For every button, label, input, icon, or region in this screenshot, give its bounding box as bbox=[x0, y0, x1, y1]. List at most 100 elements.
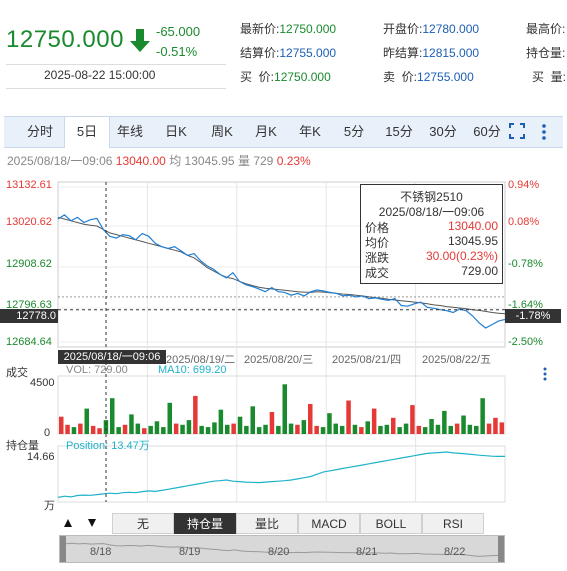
settle-price-value: 12755.000 bbox=[279, 46, 337, 60]
volume-bar bbox=[110, 398, 115, 434]
volume-bar bbox=[90, 425, 96, 434]
volume-bar bbox=[154, 421, 160, 434]
volume-bar bbox=[288, 423, 294, 434]
tab-5day[interactable]: 5日 bbox=[64, 117, 110, 148]
tab-daily-k[interactable]: 日K bbox=[165, 124, 187, 139]
pct-tick-1: 0.08% bbox=[508, 216, 540, 228]
tooltip-title: 不锈钢2510 bbox=[400, 190, 463, 204]
volume-bar bbox=[167, 402, 172, 434]
tab-monthly-k[interactable]: 月K bbox=[255, 124, 277, 139]
volume-bar bbox=[493, 417, 498, 434]
y-tick-0: 13132.61 bbox=[6, 179, 52, 191]
volume-panel-frame bbox=[57, 375, 506, 435]
settle-price-field: 结算价:12755.000 bbox=[240, 44, 336, 61]
volume-bar bbox=[295, 424, 300, 434]
nav-date-0820: 8/20 bbox=[268, 546, 290, 558]
prev-settle-label: 昨结算: bbox=[383, 46, 423, 60]
volume-bar bbox=[256, 427, 262, 434]
nav-date-0819: 8/19 bbox=[179, 546, 201, 558]
volume-panel-title: 成交 bbox=[6, 367, 28, 379]
volume-more-icon[interactable] bbox=[541, 366, 549, 382]
oi-panel-frame bbox=[57, 445, 506, 503]
latest-price-value: 12750.000 bbox=[279, 22, 337, 36]
indicator-tab-boll[interactable]: BOLL bbox=[360, 513, 422, 534]
volume-bar bbox=[97, 428, 102, 434]
tooltip-key: 成交 bbox=[365, 266, 390, 280]
navigator-right-handle[interactable] bbox=[498, 536, 504, 562]
volume-bar bbox=[71, 427, 77, 434]
fullscreen-icon[interactable] bbox=[509, 123, 525, 139]
last-price: 12750.000 bbox=[6, 26, 124, 53]
info-price: 13040.00 bbox=[115, 154, 166, 168]
info-avg: 13045.95 bbox=[184, 154, 235, 168]
tooltip-value: 729.00 bbox=[461, 264, 498, 278]
indicator-tab-position[interactable]: 持仓量 bbox=[174, 513, 236, 534]
volume-ymin: 0 bbox=[44, 427, 51, 439]
price-line bbox=[57, 214, 506, 329]
volume-bar bbox=[467, 424, 473, 434]
indicator-tab-rsi[interactable]: RSI bbox=[422, 513, 484, 534]
volume-bar bbox=[410, 405, 415, 434]
volume-bar bbox=[237, 416, 243, 434]
divider bbox=[6, 88, 226, 89]
volume-bar bbox=[339, 425, 345, 434]
tab-15min[interactable]: 15分 bbox=[385, 124, 413, 139]
volume-bar bbox=[448, 425, 453, 434]
more-vertical-icon[interactable] bbox=[540, 123, 548, 141]
info-avg-label: 均 bbox=[169, 154, 182, 168]
volume-bar bbox=[499, 422, 505, 434]
day-label-0819: 2025/08/19/二 bbox=[166, 354, 236, 366]
volume-bar bbox=[461, 415, 466, 434]
scroll-down-icon[interactable] bbox=[87, 518, 97, 528]
open-price-label: 开盘价: bbox=[383, 22, 423, 36]
settle-price-label: 结算价: bbox=[240, 46, 280, 60]
volume-bar bbox=[193, 395, 198, 434]
volume-bar bbox=[122, 424, 128, 434]
price-change: -65.000 bbox=[156, 24, 201, 39]
volume-bar bbox=[365, 421, 370, 434]
volume-bar bbox=[135, 423, 141, 434]
volume-bar bbox=[397, 427, 402, 434]
volume-bar bbox=[320, 427, 326, 434]
tab-weekly-k[interactable]: 周K bbox=[211, 124, 233, 139]
tab-fenshi[interactable]: 分时 bbox=[26, 124, 53, 139]
indicator-tab-volume-ratio[interactable]: 量比 bbox=[236, 513, 298, 534]
tab-30min[interactable]: 30分 bbox=[429, 124, 457, 139]
nav-date-0818: 8/18 bbox=[90, 546, 112, 558]
high-price-field: 最高价: bbox=[526, 20, 565, 37]
buy-volume-label: 买 量: bbox=[532, 70, 567, 84]
down-arrow-icon bbox=[130, 29, 150, 52]
bid-price-field: 买 价:12750.000 bbox=[240, 68, 331, 85]
price-chart[interactable] bbox=[0, 172, 567, 512]
tab-60min[interactable]: 60分 bbox=[473, 124, 501, 139]
volume-bar bbox=[65, 424, 70, 434]
indicator-tab-none[interactable]: 无 bbox=[112, 513, 174, 534]
tab-yearly-k[interactable]: 年K bbox=[299, 124, 321, 139]
range-navigator[interactable]: 8/18 8/19 8/20 8/21 8/22 bbox=[59, 535, 505, 563]
volume-bar bbox=[378, 425, 383, 434]
tab-5min[interactable]: 5分 bbox=[343, 124, 365, 139]
volume-bar bbox=[250, 406, 255, 434]
volume-bar bbox=[161, 427, 166, 434]
scroll-up-icon[interactable] bbox=[63, 518, 73, 528]
tab-yearline[interactable]: 年线 bbox=[116, 124, 143, 139]
day-label-0821: 2025/08/21/四 bbox=[332, 354, 402, 366]
indicator-tab-macd[interactable]: MACD bbox=[298, 513, 360, 534]
volume-bar bbox=[148, 425, 153, 434]
y-tick-1: 13020.62 bbox=[6, 216, 52, 228]
tooltip-key: 均价 bbox=[365, 236, 390, 250]
oi-unit: 万 bbox=[44, 500, 55, 512]
volume-bar bbox=[59, 416, 64, 434]
day-label-0822: 2025/08/22/五 bbox=[422, 354, 492, 366]
position-line bbox=[57, 451, 505, 498]
volume-bar bbox=[327, 413, 332, 434]
navigator-left-handle[interactable] bbox=[60, 536, 66, 562]
volume-bar bbox=[282, 384, 287, 434]
volume-bar bbox=[308, 404, 313, 434]
crosshair-time-label: 2025/08/18/一09:06 bbox=[58, 350, 166, 364]
info-datetime: 2025/08/18/一09:06 bbox=[7, 154, 113, 168]
open-price-value: 12780.000 bbox=[422, 22, 480, 36]
day-label-0820: 2025/08/20/三 bbox=[244, 354, 314, 366]
volume-bar bbox=[474, 425, 479, 434]
y-tick-2: 12908.62 bbox=[6, 258, 52, 270]
